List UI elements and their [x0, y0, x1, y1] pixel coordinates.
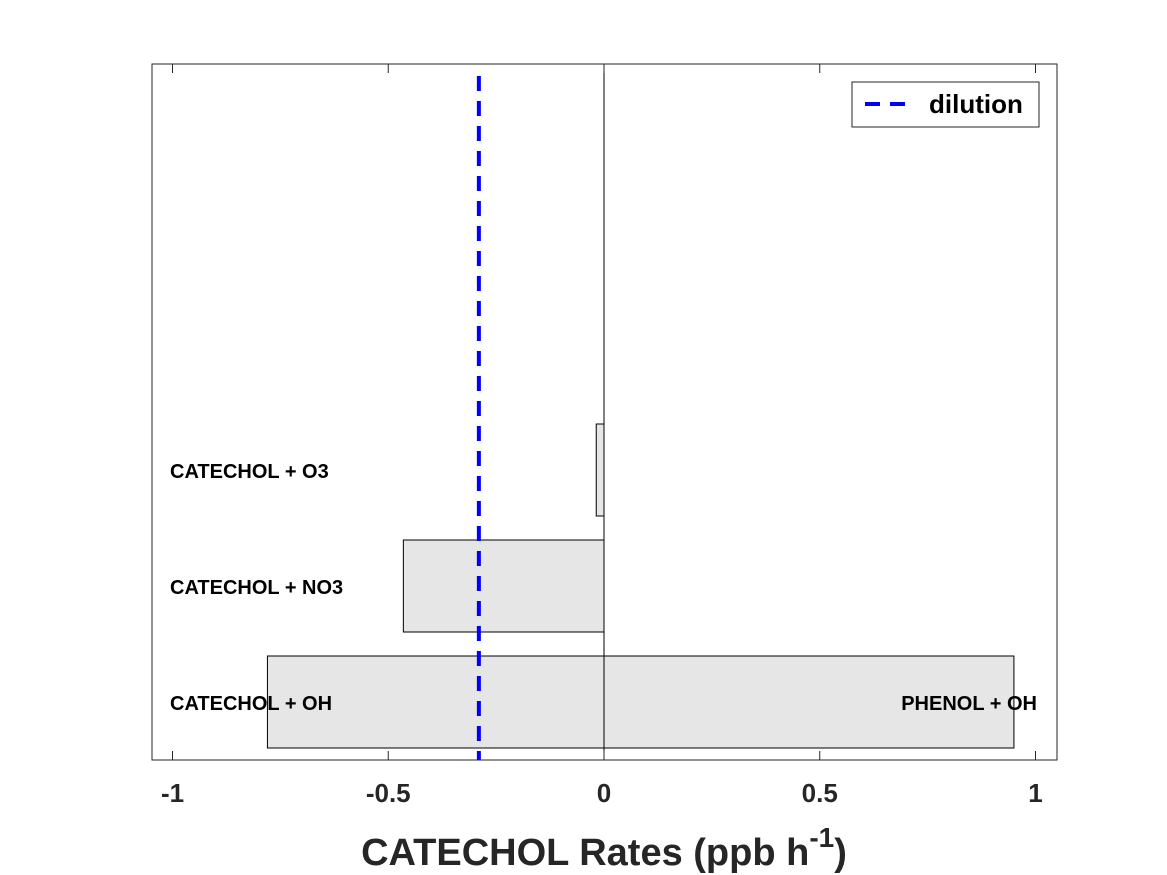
- legend-box: [851, 81, 1040, 128]
- bar-label-3: CATECHOL + NO3: [170, 577, 343, 599]
- bar-2: [603, 655, 1015, 749]
- bar-label-4: CATECHOL + O3: [170, 461, 329, 483]
- bar-4: [595, 423, 605, 517]
- x-tick-label-3: 0: [597, 778, 611, 808]
- bars-layer: [266, 423, 1015, 749]
- bar-labels-layer: CATECHOL + OH PHENOL + OH CATECHOL + NO3 CA…: [170, 461, 1037, 715]
- legend: dilution: [851, 81, 1040, 128]
- x-tick-labels: -1 -0.5 0 0.5 1: [161, 778, 1043, 808]
- x-tick-label-2: -0.5: [366, 778, 411, 808]
- legend-dilution-label: dilution: [929, 89, 1023, 119]
- x-ticks: [172, 64, 1036, 760]
- bar-3: [402, 539, 605, 633]
- x-axis-title-close: ): [834, 832, 847, 874]
- x-axis-title-superscript: -1: [809, 822, 834, 853]
- x-tick-label-5: 1: [1028, 778, 1042, 808]
- x-tick-label-1: -1: [161, 778, 184, 808]
- x-axis-title-main: CATECHOL Rates (ppb h: [361, 832, 809, 874]
- x-axis-title: CATECHOL Rates (ppb h-1): [361, 822, 847, 874]
- x-tick-label-4: 0.5: [802, 778, 838, 808]
- bar-1: [266, 655, 605, 749]
- bar-label-1: CATECHOL + OH: [170, 693, 332, 715]
- bar-label-2: PHENOL + OH: [901, 693, 1037, 715]
